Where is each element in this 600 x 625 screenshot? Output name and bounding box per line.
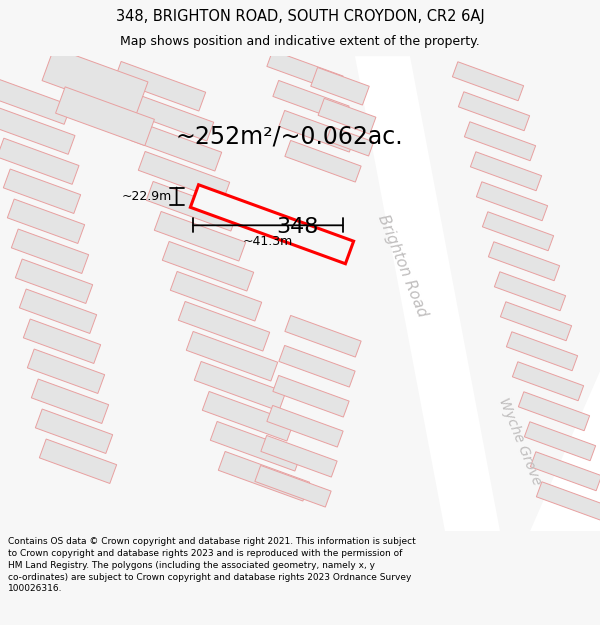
Polygon shape [210,421,302,471]
Polygon shape [285,141,361,182]
Text: Contains OS data © Crown copyright and database right 2021. This information is : Contains OS data © Crown copyright and d… [8,537,416,593]
Polygon shape [267,406,343,447]
Polygon shape [512,362,584,401]
Polygon shape [35,409,113,454]
Polygon shape [19,289,97,334]
Polygon shape [202,391,294,441]
Polygon shape [218,451,310,501]
Polygon shape [494,272,566,311]
Polygon shape [122,91,214,141]
Polygon shape [11,229,89,274]
Polygon shape [178,301,270,351]
Text: Brighton Road: Brighton Road [374,213,430,319]
Polygon shape [267,51,343,92]
Polygon shape [194,361,286,411]
Polygon shape [23,319,101,364]
Polygon shape [273,376,349,417]
Polygon shape [162,241,254,291]
Polygon shape [355,56,500,531]
Polygon shape [0,108,75,154]
Polygon shape [255,466,331,507]
Polygon shape [470,152,542,191]
Polygon shape [56,87,154,146]
Polygon shape [326,126,374,156]
Polygon shape [518,392,590,431]
Polygon shape [186,331,278,381]
Polygon shape [476,182,548,221]
Polygon shape [500,302,572,341]
Polygon shape [279,346,355,387]
Polygon shape [7,199,85,244]
Polygon shape [138,151,230,201]
Polygon shape [536,482,600,521]
Polygon shape [311,68,369,105]
Polygon shape [146,181,238,231]
Polygon shape [450,371,600,531]
Text: Map shows position and indicative extent of the property.: Map shows position and indicative extent… [120,35,480,48]
Text: 348, BRIGHTON ROAD, SOUTH CROYDON, CR2 6AJ: 348, BRIGHTON ROAD, SOUTH CROYDON, CR2 6… [116,9,484,24]
Polygon shape [285,316,361,357]
Polygon shape [261,436,337,477]
Polygon shape [318,98,376,134]
Polygon shape [114,61,206,111]
Polygon shape [28,349,104,394]
Text: ~22.9m: ~22.9m [121,189,172,202]
Polygon shape [452,62,524,101]
Polygon shape [482,212,554,251]
Polygon shape [40,439,116,484]
Text: ~41.3m: ~41.3m [243,235,293,248]
Polygon shape [524,422,596,461]
Text: 348: 348 [276,217,318,238]
Polygon shape [130,121,222,171]
Polygon shape [16,259,92,304]
Polygon shape [530,452,600,491]
Text: ~252m²/~0.062ac.: ~252m²/~0.062ac. [175,124,403,148]
Polygon shape [488,242,560,281]
Polygon shape [458,92,530,131]
Polygon shape [0,78,71,124]
Polygon shape [0,138,79,184]
Text: Wyche Grove: Wyche Grove [496,396,544,487]
Polygon shape [464,122,536,161]
Polygon shape [170,271,262,321]
Polygon shape [506,332,578,371]
Polygon shape [190,185,353,264]
Polygon shape [31,379,109,424]
Polygon shape [4,169,80,214]
Polygon shape [273,81,349,122]
Polygon shape [42,48,148,115]
Polygon shape [154,211,246,261]
Polygon shape [279,111,355,152]
